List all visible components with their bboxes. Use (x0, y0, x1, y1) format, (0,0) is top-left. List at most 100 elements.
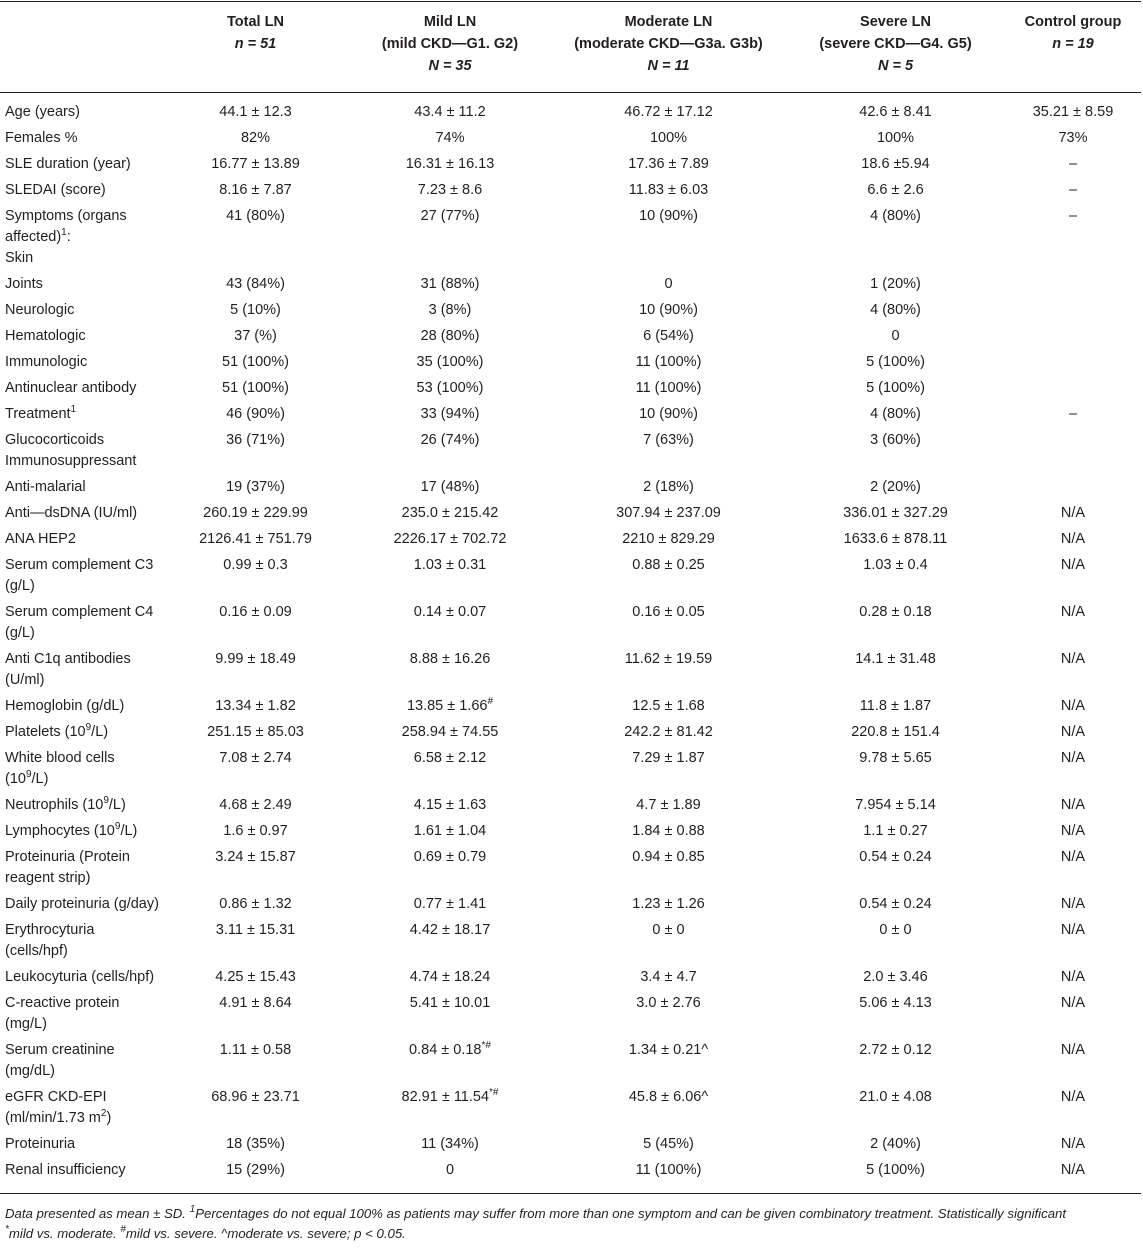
table-row: Hematologic 37 (%) 28 (80%) 6 (54%) 0 (0, 324, 1141, 350)
table-row: Hemoglobin (g/dL) 13.34 ± 1.82 13.85 ± 1.6… (0, 694, 1141, 720)
row-label: Anti-malarial (5, 479, 86, 495)
row-label: Anti—dsDNA (IU/ml) (5, 505, 138, 521)
table-row: Proteinuria 18 (35%) 11 (34%) 5 (45%) 2 (40%… (0, 1132, 1141, 1158)
cell-severe: 4 (80%) (870, 208, 921, 224)
cell-severe: 0.54 ± 0.24 (859, 849, 932, 865)
cell-total: 16.77 ± 13.89 (211, 156, 300, 172)
cell-control: N/A (1060, 698, 1086, 714)
cell-total: 2126.41 ± 751.79 (199, 531, 312, 547)
row-label: Antinuclear antibody (5, 380, 137, 396)
cell-total: 1.11 ± 0.58 (219, 1042, 292, 1058)
table-row: Serum creatinine (mg/dL) 1.11 ± 0.58 0.84 … (0, 1038, 1141, 1085)
cell-severe: 336.01 ± 327.29 (843, 505, 948, 521)
cell-total: 44.1 ± 12.3 (219, 104, 292, 120)
cell-total: 37 (%) (234, 328, 277, 344)
cell-severe: 220.8 ± 151.4 (851, 724, 940, 740)
table-row: Glucocorticoids Immunosuppressant 36 (71%)… (0, 428, 1141, 475)
cell-mild: 43.4 ± 11.2 (414, 104, 486, 120)
cell-mild: 17 (48%) (420, 479, 480, 495)
header-n: n = 51 (234, 36, 277, 52)
cell-moderate: 6 (54%) (643, 328, 694, 344)
row-label: White blood cells (109/L) (5, 750, 115, 787)
cell-control: N/A (1060, 896, 1086, 912)
row-label: Anti C1q antibodies (U/ml) (5, 651, 131, 688)
cell-total: 51 (100%) (222, 354, 289, 370)
cell-moderate: 12.5 ± 1.68 (632, 698, 705, 714)
cell-severe: 2 (40%) (870, 1136, 921, 1152)
cell-mild: 33 (94%) (420, 406, 480, 422)
cell-severe: 1633.6 ± 878.11 (843, 531, 948, 547)
cell-severe: 4 (80%) (870, 302, 921, 318)
row-label: Neurologic (5, 302, 75, 318)
table-row: Joints 43 (84%) 31 (88%) 0 1 (20%) (0, 272, 1141, 298)
cell-moderate: 11 (100%) (635, 380, 702, 396)
cell-control: N/A (1060, 995, 1086, 1011)
cell-total: 0.16 ± 0.09 (219, 604, 292, 620)
table-row: Immunologic 51 (100%) 35 (100%) 11 (100%) 5 … (0, 350, 1141, 376)
cell-severe: 14.1 ± 31.48 (855, 651, 936, 667)
cell-severe: 100% (876, 130, 915, 146)
cell-mild: 3 (8%) (428, 302, 472, 318)
cell-mild: 53 (100%) (416, 380, 484, 396)
cell-mild: 27 (77%) (420, 208, 480, 224)
cell-mild: 5.41 ± 10.01 (409, 995, 491, 1011)
table-header: Total LN n = 51 Mild LN (mild CKD—G1. G2… (0, 1, 1141, 93)
cell-control: N/A (1060, 1136, 1086, 1152)
cell-severe: 1 (20%) (870, 276, 921, 292)
cell-control: N/A (1060, 604, 1086, 620)
cell-total: 4.25 ± 15.43 (215, 969, 296, 985)
cell-severe: 0.54 ± 0.24 (859, 896, 932, 912)
cell-total: 7.08 ± 2.74 (219, 750, 292, 766)
cell-moderate: 0 ± 0 (652, 922, 685, 938)
cell-mild: 16.31 ± 16.13 (405, 156, 495, 172)
cell-total: 15 (29%) (226, 1162, 285, 1178)
cell-moderate: 2210 ± 829.29 (622, 531, 715, 547)
cell-severe: 0 (891, 328, 900, 344)
cell-total: 3.24 ± 15.87 (215, 849, 296, 865)
cell-severe: 5 (100%) (866, 354, 925, 370)
table-row: Anti C1q antibodies (U/ml) 9.99 ± 18.49 8.… (0, 647, 1141, 694)
cell-moderate: 1.23 ± 1.26 (632, 896, 705, 912)
cell-moderate: 7 (63%) (643, 432, 694, 448)
table-row: Age (years) 44.1 ± 12.3 43.4 ± 11.2 46.72 ±… (0, 93, 1141, 127)
cell-mild: 1.61 ± 1.04 (413, 823, 487, 839)
cell-mild: 0 (445, 1162, 455, 1178)
cell-moderate: 1.34 ± 0.21^ (628, 1042, 709, 1058)
row-label: C-reactive protein (mg/L) (5, 995, 120, 1032)
header-title: Control group (1024, 14, 1122, 30)
cell-severe: 11.8 ± 1.87 (859, 698, 932, 714)
cell-mild: 1.03 ± 0.31 (413, 557, 487, 573)
cell-control: N/A (1060, 797, 1086, 813)
cell-severe: 0.28 ± 0.18 (859, 604, 932, 620)
cell-mild: 74% (435, 130, 465, 146)
row-label: Immunologic (5, 354, 88, 370)
cell-moderate: 4.7 ± 1.89 (636, 797, 701, 813)
header-n: n = 19 (1052, 36, 1094, 52)
cell-mild: 82.91 ± 11.54*# (401, 1087, 499, 1106)
header-n: N = 5 (877, 58, 914, 74)
row-label: Glucocorticoids Immunosuppressant (5, 432, 137, 469)
cell-control (1005, 298, 1141, 324)
cell-control (1005, 376, 1141, 402)
cell-total: 18 (35%) (226, 1136, 285, 1152)
cell-moderate: 2 (18%) (643, 479, 694, 495)
cell-control: N/A (1060, 750, 1086, 766)
cell-mild: 0.14 ± 0.07 (413, 604, 487, 620)
cell-moderate: 0.88 ± 0.25 (632, 557, 705, 573)
cell-control: N/A (1060, 531, 1086, 547)
cell-moderate: 0 (664, 276, 673, 292)
cell-total: 1.6 ± 0.97 (223, 823, 288, 839)
cell-moderate: 45.8 ± 6.06^ (628, 1089, 709, 1105)
cell-moderate: 5 (45%) (643, 1136, 694, 1152)
cell-mild: 4.42 ± 18.17 (409, 922, 491, 938)
row-label: Neutrophils (109/L) (5, 795, 126, 814)
row-label: Females % (5, 130, 78, 146)
cell-moderate: 11.83 ± 6.03 (628, 182, 709, 198)
header-title: Total LN (227, 14, 284, 30)
table-row: Females % 82% 74% 100% 100% 73% (0, 126, 1141, 152)
table-row: ANA HEP2 2126.41 ± 751.79 2226.17 ± 702.72… (0, 527, 1141, 553)
cell-moderate: 10 (90%) (639, 208, 698, 224)
row-label: SLE duration (year) (5, 156, 131, 172)
table-row: Serum complement C4 (g/L) 0.16 ± 0.09 0.14… (0, 600, 1141, 647)
